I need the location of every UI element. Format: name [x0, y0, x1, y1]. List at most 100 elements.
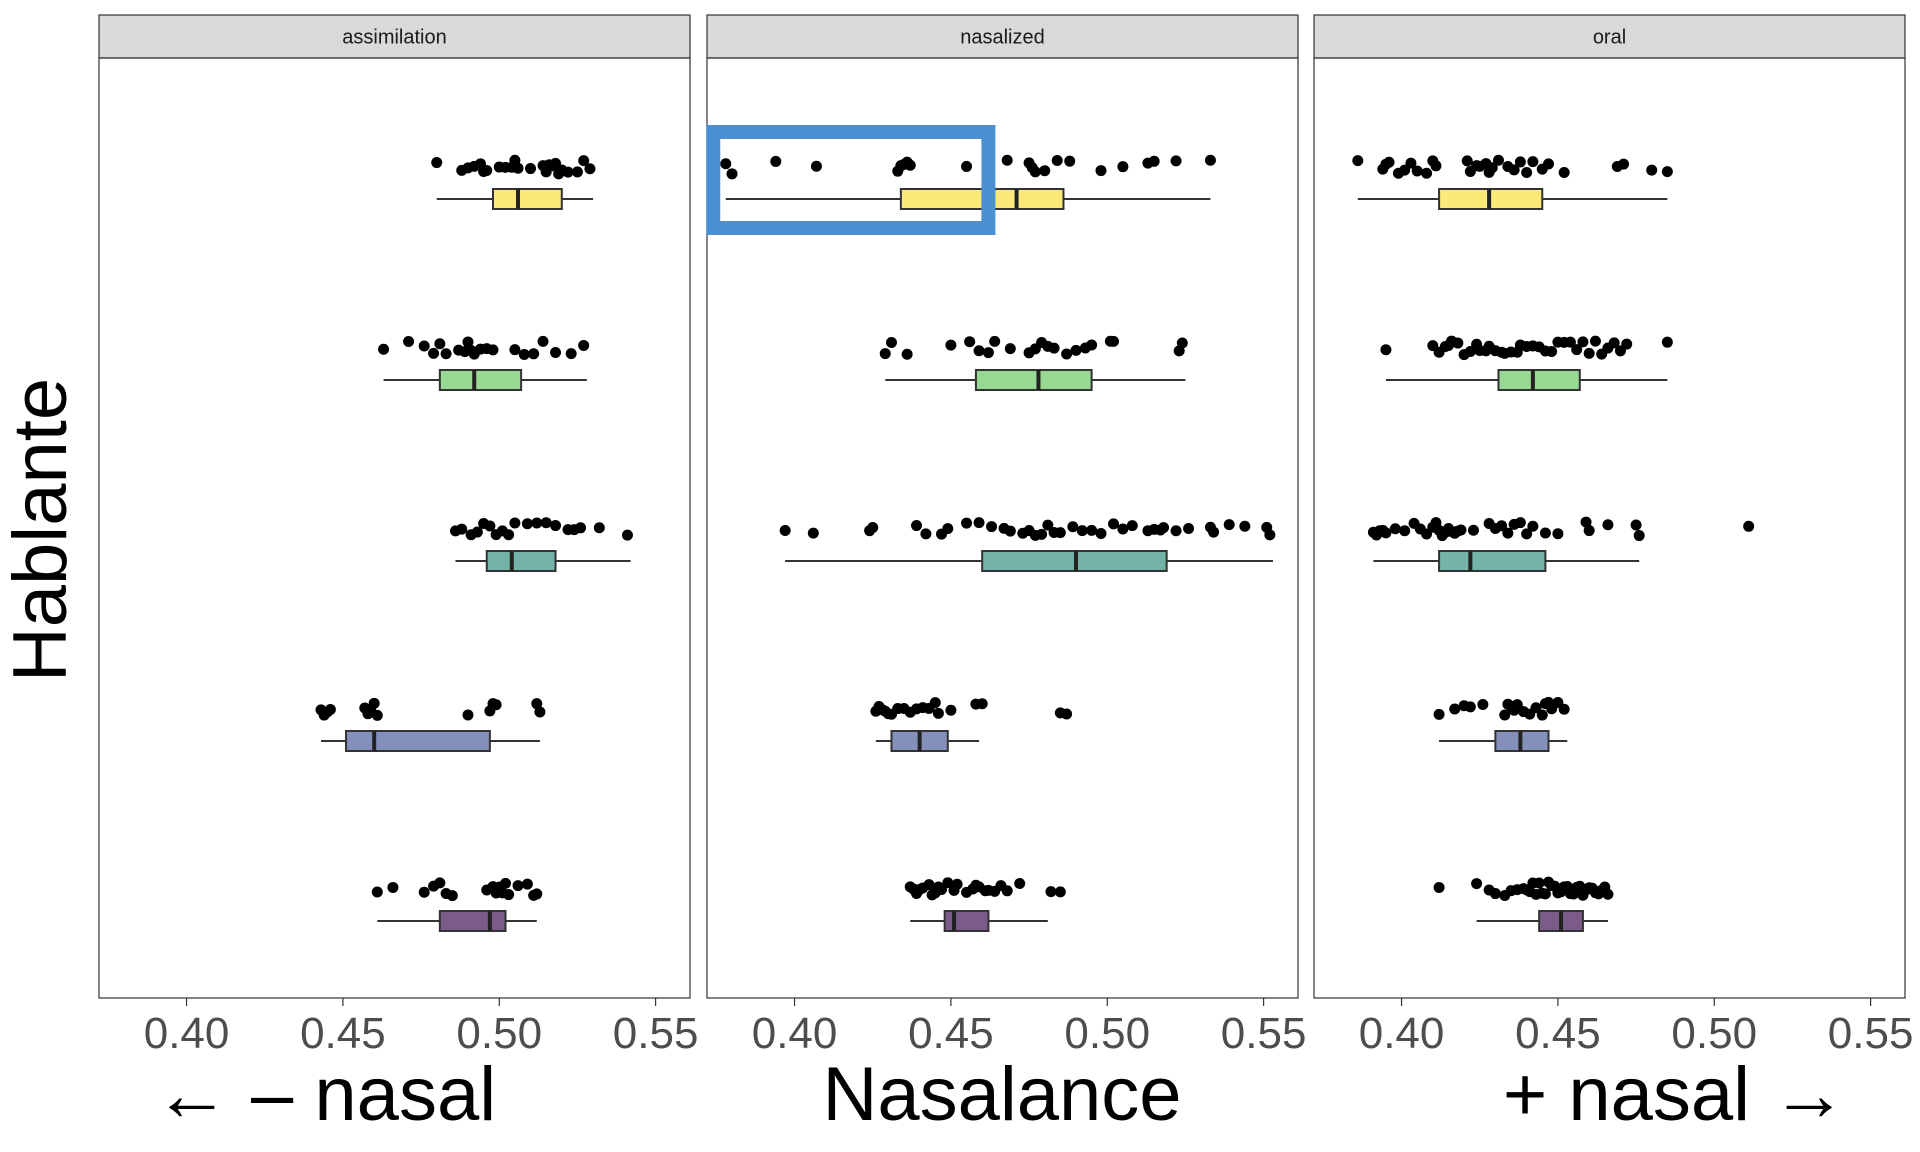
data-point — [487, 344, 499, 356]
data-point — [932, 707, 944, 719]
data-point — [973, 345, 985, 357]
data-point — [1117, 161, 1129, 173]
data-point — [1536, 709, 1548, 721]
data-point — [1492, 154, 1504, 166]
data-point — [1036, 528, 1048, 540]
data-point — [1521, 167, 1533, 179]
data-point — [989, 335, 1001, 347]
data-point — [500, 877, 512, 889]
data-point — [1126, 520, 1138, 532]
data-point — [521, 518, 533, 530]
data-point — [1076, 525, 1088, 537]
data-point — [550, 346, 562, 358]
box-iqr — [485, 550, 557, 572]
data-point — [1533, 877, 1545, 889]
data-point — [1471, 878, 1483, 890]
data-point — [446, 890, 458, 902]
data-point — [1095, 165, 1107, 177]
facet-strip-label: nasalized — [960, 27, 1045, 49]
data-point — [368, 697, 380, 709]
data-point — [1464, 345, 1476, 357]
data-point — [371, 709, 383, 721]
data-point — [428, 347, 440, 359]
data-point — [509, 517, 521, 529]
data-point — [1148, 155, 1160, 167]
data-point — [484, 520, 496, 532]
data-point — [562, 166, 574, 178]
data-point — [904, 159, 916, 171]
data-point — [1467, 524, 1479, 536]
data-point — [973, 517, 985, 529]
data-point — [503, 529, 515, 541]
data-point — [1176, 337, 1188, 349]
data-point — [1571, 344, 1583, 356]
data-point — [456, 523, 468, 535]
data-point — [942, 877, 954, 889]
data-point — [1208, 526, 1220, 538]
data-point — [1589, 335, 1601, 347]
data-point — [434, 877, 446, 889]
data-point — [1564, 336, 1576, 348]
data-point — [982, 347, 994, 359]
data-point — [540, 517, 552, 529]
data-point — [621, 529, 633, 541]
data-point — [571, 166, 583, 178]
data-point — [1502, 527, 1514, 539]
data-point — [1514, 156, 1526, 168]
data-point — [1630, 519, 1642, 531]
data-point — [550, 520, 562, 532]
data-point — [720, 158, 732, 170]
data-point — [1108, 335, 1120, 347]
data-point — [434, 338, 446, 350]
data-point — [1602, 519, 1614, 531]
data-point — [1530, 702, 1542, 714]
x-axis-title: Nasalance — [822, 1052, 1181, 1137]
data-point — [1117, 523, 1129, 535]
data-point — [945, 339, 957, 351]
data-point — [1646, 164, 1658, 176]
data-point — [521, 878, 533, 890]
data-point — [1054, 527, 1066, 539]
facet-strip-label: oral — [1593, 27, 1626, 49]
data-point — [1539, 888, 1551, 900]
data-point — [1383, 156, 1395, 168]
facet-panel-border — [1313, 57, 1906, 999]
data-point — [1014, 878, 1026, 890]
data-point — [1618, 158, 1630, 170]
data-point — [885, 336, 897, 348]
data-point — [1054, 886, 1066, 898]
data-point — [951, 878, 963, 890]
data-point — [1086, 339, 1098, 351]
facet-strip — [98, 14, 691, 59]
data-point — [565, 348, 577, 360]
x-tick-label: 0.40 — [144, 1009, 230, 1058]
x-tick-label: 0.50 — [1671, 1009, 1757, 1058]
data-point — [518, 348, 530, 360]
data-point — [961, 160, 973, 172]
data-point — [942, 523, 954, 535]
data-point — [1455, 524, 1467, 536]
data-point — [1001, 154, 1013, 166]
data-point — [1042, 519, 1054, 531]
data-point — [1539, 527, 1551, 539]
data-point — [911, 520, 923, 532]
data-point — [534, 706, 546, 718]
x-tick-label: 0.50 — [456, 1009, 542, 1058]
data-point — [462, 336, 474, 348]
data-point — [462, 709, 474, 721]
data-point — [1496, 520, 1508, 532]
data-point — [471, 526, 483, 538]
facet-strip — [1313, 14, 1906, 59]
data-point — [1411, 165, 1423, 177]
data-point — [528, 348, 540, 360]
facet-panel-border — [98, 57, 691, 999]
data-point — [1580, 516, 1592, 528]
data-point — [1204, 154, 1216, 166]
x-tick-label: 0.45 — [1515, 1009, 1601, 1058]
data-point — [525, 163, 537, 175]
data-point — [481, 165, 493, 177]
data-point — [1380, 344, 1392, 356]
facet-strip-label: assimilation — [342, 27, 446, 49]
box-iqr — [345, 730, 491, 752]
data-point — [1486, 162, 1498, 174]
